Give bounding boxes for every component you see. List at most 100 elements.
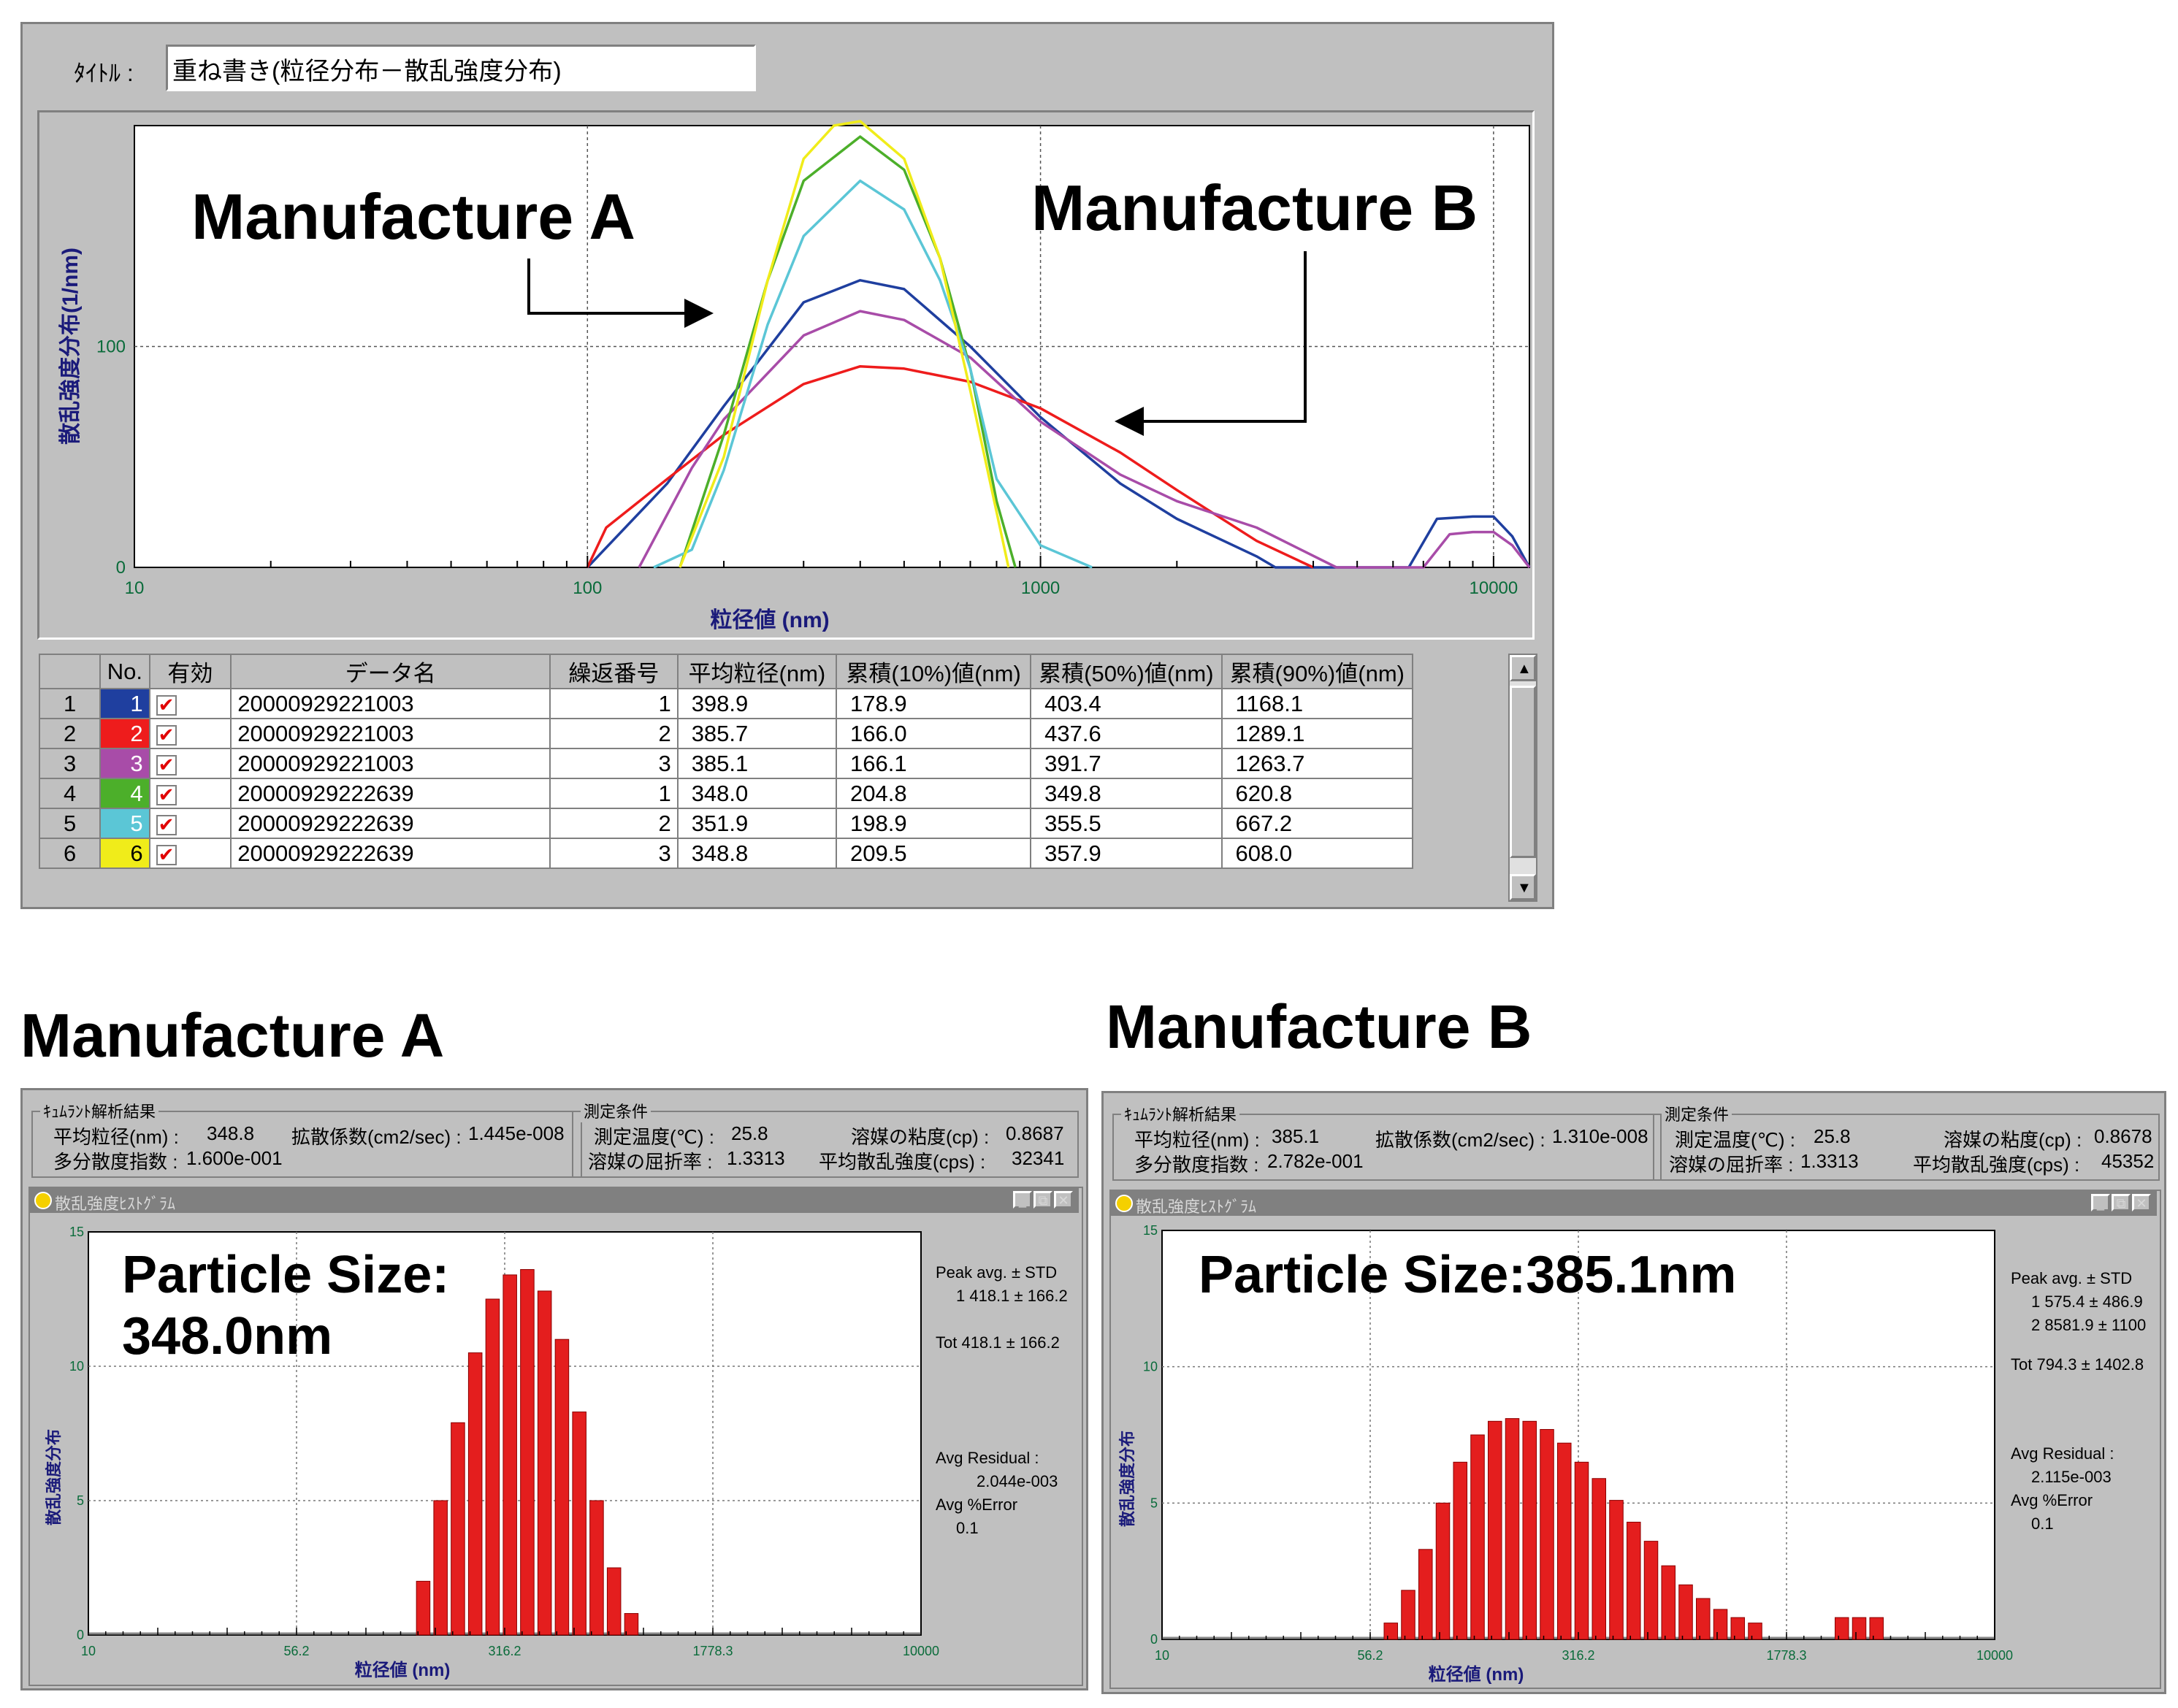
avg-cell[interactable]: 385.1 [676,748,838,779]
cum10-cell[interactable]: 198.9 [836,808,1032,839]
table-row[interactable]: 1 1 ✔ 20000929221003 1 398.9 178.9 403.4 1168.1 [38,688,1414,719]
repeat-cell[interactable]: 1 [549,778,679,809]
cum90-cell[interactable]: 608.0 [1220,838,1414,869]
cum90-cell[interactable]: 667.2 [1220,808,1414,839]
valid-checkbox[interactable]: ✔ [156,724,177,746]
valid-cell[interactable]: ✔ [148,718,232,749]
series-line-2 [586,364,1314,569]
header-no[interactable]: No. [99,654,150,689]
stats-line: Tot 794.3 ± 1402.8 [2011,1355,2144,1374]
data-name-cell[interactable]: 20000929222639 [230,838,551,869]
close-button[interactable]: ✕ [1054,1191,1073,1209]
stats-line: 2.115e-003 [2031,1468,2112,1486]
cum90-cell[interactable]: 1289.1 [1220,718,1414,749]
cum10-cell[interactable]: 166.1 [836,748,1032,779]
avg-cell[interactable]: 398.9 [676,688,838,719]
cum90-cell[interactable]: 620.8 [1220,778,1414,809]
repeat-cell[interactable]: 2 [549,718,679,749]
valid-checkbox[interactable]: ✔ [156,814,177,835]
scroll-up-button[interactable]: ▲ [1510,655,1536,681]
row-header[interactable]: 4 [38,778,102,809]
valid-checkbox[interactable]: ✔ [156,694,177,716]
temp-label: 測定温度(℃) : [1675,1129,1795,1151]
table-row[interactable]: 2 2 ✔ 20000929221003 2 385.7 166.0 437.6 1289.1 [38,718,1414,749]
diffusion-label: 拡散係数(cm2/sec) : [1375,1129,1545,1151]
cum10-cell[interactable]: 178.9 [836,688,1032,719]
restore-button[interactable]: ⧉ [2112,1194,2131,1211]
table-row[interactable]: 3 3 ✔ 20000929221003 3 385.1 166.1 391.7 1263.7 [38,748,1414,779]
no-cell[interactable]: 1 [99,688,150,719]
data-name-cell[interactable]: 20000929221003 [230,748,551,779]
cum50-cell[interactable]: 403.4 [1030,688,1223,719]
header-cum90[interactable]: 累積(90%)値(nm) [1220,654,1414,689]
close-button[interactable]: ✕ [2132,1194,2151,1211]
repeat-cell[interactable]: 3 [549,748,679,779]
data-name-cell[interactable]: 20000929221003 [230,688,551,719]
avg-cell[interactable]: 385.7 [676,718,838,749]
valid-checkbox[interactable]: ✔ [156,754,177,776]
row-header[interactable]: 6 [38,838,102,869]
table-row[interactable]: 4 4 ✔ 20000929222639 1 348.0 204.8 349.8 620.8 [38,778,1414,809]
hist-b-title: 散乱強度ﾋｽﾄｸﾞﾗﾑ [1136,1198,1257,1216]
table-row[interactable]: 5 5 ✔ 20000929222639 2 351.9 198.9 355.5 667.2 [38,808,1414,839]
cum90-cell[interactable]: 1168.1 [1220,688,1414,719]
cum90-cell[interactable]: 1263.7 [1220,748,1414,779]
hist-b-window-icon [1115,1195,1133,1212]
valid-checkbox[interactable]: ✔ [156,844,177,865]
cum50-cell[interactable]: 391.7 [1030,748,1223,779]
row-header[interactable]: 1 [38,688,102,719]
data-name-cell[interactable]: 20000929222639 [230,808,551,839]
refractive-label: 溶媒の屈折率 : [1669,1154,1794,1176]
valid-cell[interactable]: ✔ [148,838,232,869]
no-cell[interactable]: 4 [99,778,150,809]
repeat-cell[interactable]: 3 [549,838,679,869]
cum10-cell[interactable]: 204.8 [836,778,1032,809]
cum50-cell[interactable]: 349.8 [1030,778,1223,809]
cum50-cell[interactable]: 357.9 [1030,838,1223,869]
data-name-cell[interactable]: 20000929222639 [230,778,551,809]
no-cell[interactable]: 6 [99,838,150,869]
histogram-bar [520,1269,535,1636]
avg-cell[interactable]: 351.9 [676,808,838,839]
scroll-thumb[interactable] [1510,686,1536,858]
no-cell[interactable]: 5 [99,808,150,839]
table-row[interactable]: 6 6 ✔ 20000929222639 3 348.8 209.5 357.9 608.0 [38,838,1414,869]
header-avg-size[interactable]: 平均粒径(nm) [676,654,838,689]
no-cell[interactable]: 2 [99,718,150,749]
cum10-cell[interactable]: 166.0 [836,718,1032,749]
restore-button[interactable]: ⧉ [1033,1191,1052,1209]
valid-cell[interactable]: ✔ [148,748,232,779]
header-repeat-no[interactable]: 繰返番号 [549,654,679,689]
histogram-bar [485,1298,500,1636]
valid-cell[interactable]: ✔ [148,688,232,719]
data-name-cell[interactable]: 20000929221003 [230,718,551,749]
minimize-button[interactable]: _ [1013,1191,1032,1209]
hist-a-titlebar[interactable]: 散乱強度ﾋｽﾄｸﾞﾗﾑ _ ⧉ ✕ [30,1188,1079,1213]
valid-cell[interactable]: ✔ [148,808,232,839]
scroll-down-button[interactable]: ▼ [1510,874,1536,900]
table-scrollbar[interactable]: ▲ ▼ [1508,654,1537,902]
header-valid[interactable]: 有効 [148,654,232,689]
hist-b-titlebar[interactable]: 散乱強度ﾋｽﾄｸﾞﾗﾑ _ ⧉ ✕ [1111,1191,2157,1216]
valid-cell[interactable]: ✔ [148,778,232,809]
avg-cell[interactable]: 348.8 [676,838,838,869]
repeat-cell[interactable]: 1 [549,688,679,719]
no-cell[interactable]: 3 [99,748,150,779]
repeat-cell[interactable]: 2 [549,808,679,839]
row-header[interactable]: 3 [38,748,102,779]
stats-line: 1 575.4 ± 486.9 [2031,1293,2143,1311]
cum50-cell[interactable]: 355.5 [1030,808,1223,839]
header-data-name[interactable]: データ名 [230,654,551,689]
row-header[interactable]: 5 [38,808,102,839]
histogram-bar [1748,1623,1762,1640]
stats-line: 2 8581.9 ± 1100 [2031,1316,2147,1334]
header-cum10[interactable]: 累積(10%)値(nm) [836,654,1032,689]
header-cum50[interactable]: 累積(50%)値(nm) [1030,654,1223,689]
minimize-button[interactable]: _ [2091,1194,2110,1211]
cum50-cell[interactable]: 437.6 [1030,718,1223,749]
valid-checkbox[interactable]: ✔ [156,784,177,805]
row-header[interactable]: 2 [38,718,102,749]
cum10-cell[interactable]: 209.5 [836,838,1032,869]
title-input[interactable]: 重ね書き(粒径分布－散乱強度分布) [166,45,756,91]
avg-cell[interactable]: 348.0 [676,778,838,809]
